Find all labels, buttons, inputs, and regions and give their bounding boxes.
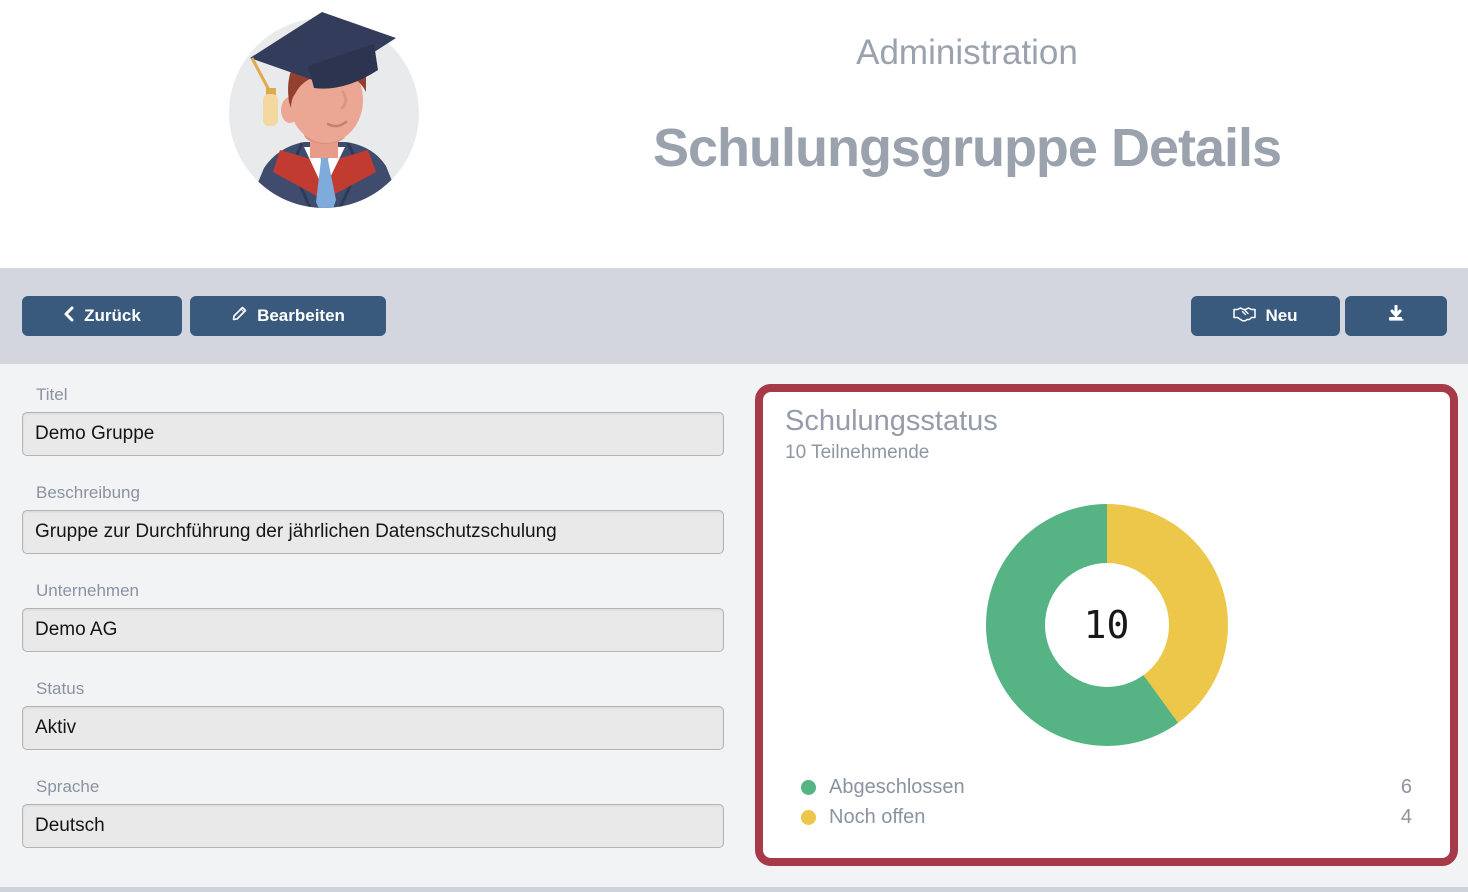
app-title: Administration [856, 33, 1078, 72]
edit-button-label: Bearbeiten [257, 306, 345, 325]
legend-dot-yellow-icon [801, 809, 816, 825]
pencil-icon [231, 305, 248, 327]
field-sprache: Sprache [22, 777, 724, 848]
download-icon [1387, 304, 1405, 327]
page-title: Schulungsgruppe Details [652, 118, 1282, 178]
field-label: Titel [36, 385, 68, 404]
handshake-icon [1233, 306, 1257, 327]
field-label: Status [36, 679, 85, 698]
legend-value: 4 [1400, 805, 1412, 828]
legend-item-abgeschlossen[interactable]: Abgeschlossen 6 [801, 772, 1412, 802]
group-detail-form: Titel Beschreibung Unternehmen Status Sp… [22, 385, 724, 875]
legend-label: Abgeschlossen [829, 775, 965, 798]
legend-item-noch-offen[interactable]: Noch offen 4 [801, 802, 1412, 832]
footer-bar [0, 887, 1468, 892]
chevron-left-icon [63, 306, 75, 327]
card-subtitle: 10 Teilnehmende [785, 442, 930, 463]
legend-dot-green-icon [801, 779, 816, 795]
field-unternehmen: Unternehmen [22, 581, 724, 652]
new-button-label: Neu [1265, 306, 1298, 325]
unternehmen-input[interactable] [22, 608, 724, 652]
graduate-avatar-icon [222, 0, 422, 222]
field-label: Beschreibung [36, 483, 140, 502]
field-label: Unternehmen [36, 581, 140, 600]
download-button[interactable] [1345, 296, 1447, 336]
status-input[interactable] [22, 706, 724, 750]
back-button[interactable]: Zurück [22, 296, 182, 336]
field-beschreibung: Beschreibung [22, 483, 724, 554]
titel-input[interactable] [22, 412, 724, 456]
chart-legend: Abgeschlossen 6 Noch offen 4 [785, 772, 1428, 832]
status-card: Schulungsstatus 10 Teilnehmende 10 Abges… [755, 384, 1458, 866]
toolbar: Zurück Bearbeiten Neu [0, 268, 1468, 364]
new-button[interactable]: Neu [1191, 296, 1340, 336]
edit-button[interactable]: Bearbeiten [190, 296, 386, 336]
field-status: Status [22, 679, 724, 750]
card-title: Schulungsstatus [785, 405, 998, 437]
main-content: Titel Beschreibung Unternehmen Status Sp… [0, 364, 1468, 887]
legend-label: Noch offen [829, 805, 926, 828]
beschreibung-input[interactable] [22, 510, 724, 554]
donut-center-value: 10 [1044, 563, 1169, 687]
page-header: Administration Schulungsgruppe Details [0, 0, 1468, 268]
back-button-label: Zurück [84, 306, 141, 325]
sprache-input[interactable] [22, 804, 724, 848]
field-label: Sprache [36, 777, 100, 796]
field-titel: Titel [22, 385, 724, 456]
legend-value: 6 [1400, 775, 1412, 798]
donut-chart-wrap: 10 [985, 504, 1228, 746]
